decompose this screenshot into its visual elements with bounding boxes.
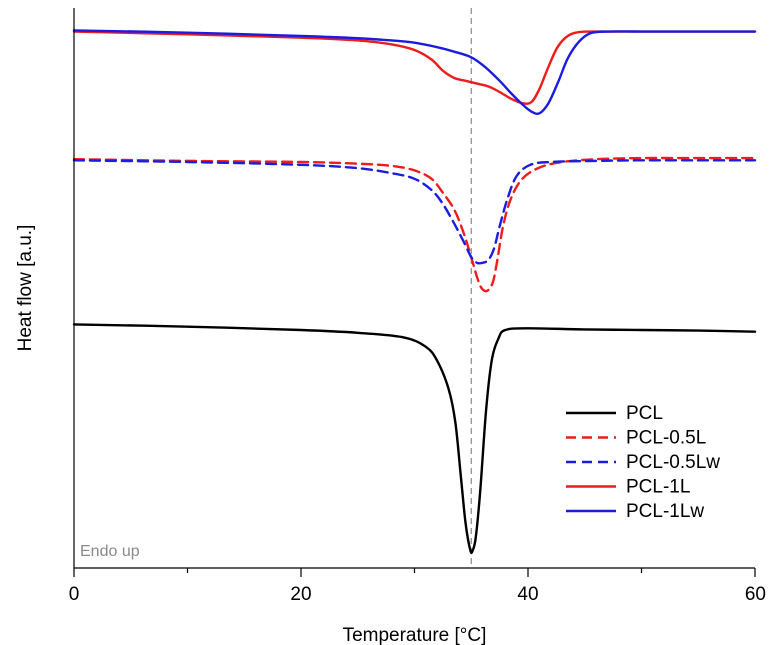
legend-label-pcl-1lw: PCL-1Lw (626, 501, 704, 522)
legend: PCL PCL-0.5L PCL-0.5Lw PCL-1L PCL-1Lw (566, 403, 720, 522)
legend-label-pcl-0-5l: PCL-0.5L (626, 428, 706, 449)
y-axis-title: Heat flow [a.u.] (15, 225, 36, 352)
series-line-pcl-1lw (72, 29, 757, 116)
series-line-pcl-0-5l (72, 156, 757, 293)
plot-area (72, 8, 757, 568)
legend-label-pcl-1l: PCL-1L (626, 477, 690, 498)
legend-label-pcl: PCL (626, 403, 663, 424)
series-line-pcl-0-5lw (72, 159, 757, 265)
axes-group: 0 20 40 60 (69, 8, 766, 605)
series-line-pcl-1l (72, 30, 757, 105)
x-tick-label-60: 60 (745, 584, 766, 605)
x-tick-label-20: 20 (290, 584, 311, 605)
x-tick-label-40: 40 (517, 584, 538, 605)
curves-group (72, 29, 757, 555)
x-ticks-group: 0 20 40 60 (69, 568, 766, 605)
x-tick-label-0: 0 (69, 584, 80, 605)
endo-up-annotation: Endo up (80, 543, 140, 560)
legend-label-pcl-0-5lw: PCL-0.5Lw (626, 452, 720, 473)
series-line-pcl (72, 323, 757, 555)
x-axis-title: Temperature [°C] (343, 625, 487, 645)
